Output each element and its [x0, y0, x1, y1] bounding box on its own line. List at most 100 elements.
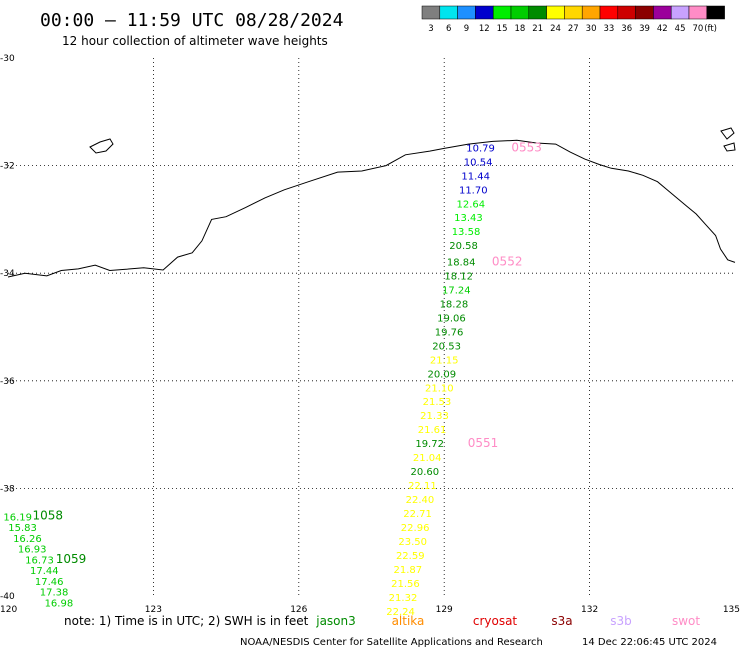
legend-swatch	[421, 5, 441, 20]
swh-value: 21.87	[394, 565, 423, 576]
legend-label: 36	[621, 24, 632, 34]
color-legend: 3 6 9 12 15 18 21 24 27 30 33 36 39 42 45 70 (ft)	[421, 5, 725, 34]
legend-label: 24	[550, 24, 561, 34]
swh-value: 21.33	[420, 411, 449, 422]
pass-time-label: 1058	[32, 508, 63, 522]
swh-value: 21.61	[418, 425, 447, 436]
islands	[89, 127, 736, 154]
plot-area: -30 -32 -34 -36 -38 -40 120 123 126 129 132 135 10…	[0, 54, 740, 618]
y-tick-label: -32	[0, 162, 15, 172]
legend-unit: (ft)	[704, 24, 717, 34]
swh-value: 21.10	[425, 383, 454, 394]
swh-value: 22.24	[386, 607, 415, 618]
swh-value: 18.28	[440, 299, 469, 310]
grid-lines	[8, 58, 735, 596]
swh-value: 20.53	[432, 341, 461, 352]
swh-value: 18.12	[444, 271, 473, 282]
satellite-name: jason3	[315, 614, 356, 628]
island-east	[720, 127, 735, 140]
swh-value: 17.38	[40, 588, 69, 599]
swh-value: 16.73	[25, 555, 54, 566]
legend-swatch	[653, 5, 672, 20]
swh-value: 16.19	[3, 512, 32, 523]
chart-title: 00:00 – 11:59 UTC 08/28/2024	[40, 10, 343, 31]
footer-credit: NOAA/NESDIS Center for Satellite Applica…	[240, 637, 543, 648]
legend-label: 39	[639, 24, 650, 34]
legend-swatch	[564, 5, 583, 20]
legend-swatch	[670, 5, 690, 20]
legend-label: 3	[428, 24, 433, 34]
legend-swatch	[599, 5, 619, 20]
swh-value: 19.76	[435, 327, 464, 338]
swh-value: 10.54	[464, 157, 493, 168]
satellite-name: s3b	[610, 614, 632, 628]
legend-swatch	[492, 5, 512, 20]
island-east-small	[723, 142, 736, 152]
swh-value: 20.60	[410, 467, 439, 478]
swh-value: 20.58	[449, 241, 478, 252]
satellite-name: cryosat	[473, 614, 518, 628]
legend-label: 70	[692, 24, 703, 34]
swh-value: 22.11	[408, 481, 437, 492]
x-tick-label: 120	[0, 605, 17, 615]
legend-swatch	[617, 5, 636, 20]
satellite-name: swot	[672, 614, 700, 628]
island-west	[89, 138, 114, 154]
coastline	[7, 139, 736, 278]
pass-time-label: 0551	[468, 436, 499, 450]
legend-label: 42	[657, 24, 668, 34]
legend-swatch	[475, 5, 494, 20]
y-tick-label: -36	[0, 377, 15, 387]
pass-time-label: 1059	[56, 552, 87, 566]
x-tick-label: 126	[290, 605, 307, 615]
legend-label: 9	[464, 24, 469, 34]
legend-label: 45	[675, 24, 686, 34]
satellite-legend: jason3 altika cryosat s3a s3b swot	[315, 614, 700, 628]
y-tick-label: -40	[0, 592, 15, 602]
legend-label: 33	[603, 24, 614, 34]
swh-value: 21.32	[389, 593, 418, 604]
satellite-name: altika	[392, 614, 425, 628]
footer-timestamp: 14 Dec 22:06:45 UTC 2024	[582, 637, 717, 648]
swh-value: 18.84	[447, 257, 476, 268]
swh-value: 22.59	[396, 551, 425, 562]
legend-swatch	[439, 5, 458, 20]
legend-label: 30	[586, 24, 597, 34]
legend-label: 21	[532, 24, 543, 34]
swh-value: 21.15	[430, 355, 459, 366]
swh-value: 16.93	[18, 545, 47, 556]
y-tick-label: -30	[0, 54, 15, 64]
swh-value: 10.79	[466, 143, 495, 154]
swh-value: 21.53	[423, 397, 452, 408]
legend-swatch	[528, 5, 547, 20]
swh-value: 16.26	[13, 534, 42, 545]
legend-swatch	[546, 5, 565, 20]
swh-value: 13.43	[454, 213, 483, 224]
x-tick-label: 132	[581, 605, 598, 615]
swh-value: 20.09	[427, 369, 456, 380]
swh-values: 10.79 10.54 11.44 11.70 12.64 13.43 13.58 20.58…	[3, 140, 541, 618]
swh-value: 17.44	[30, 566, 59, 577]
legend-swatch	[510, 5, 530, 20]
swh-value: 22.96	[401, 523, 430, 534]
swh-value: 11.70	[459, 185, 488, 196]
swh-value: 17.46	[35, 577, 64, 588]
swh-value: 15.83	[8, 523, 37, 534]
legend-swatch	[581, 5, 601, 20]
legend-label: 18	[514, 24, 525, 34]
y-axis-ticks: -30 -32 -34 -36 -38 -40	[0, 54, 15, 602]
legend-label: 12	[479, 24, 490, 34]
legend-swatch	[457, 5, 476, 20]
legend-swatch	[706, 5, 725, 20]
swh-value: 13.58	[452, 227, 481, 238]
swh-value: 19.72	[415, 439, 444, 450]
plot-background	[8, 58, 735, 596]
swh-value: 19.06	[437, 313, 466, 324]
legend-swatch	[688, 5, 708, 20]
y-tick-label: -34	[0, 269, 15, 279]
legend-label: 6	[446, 24, 451, 34]
swh-value: 22.40	[406, 495, 435, 506]
swh-value: 22.71	[403, 509, 432, 520]
swh-value: 17.24	[442, 285, 471, 296]
